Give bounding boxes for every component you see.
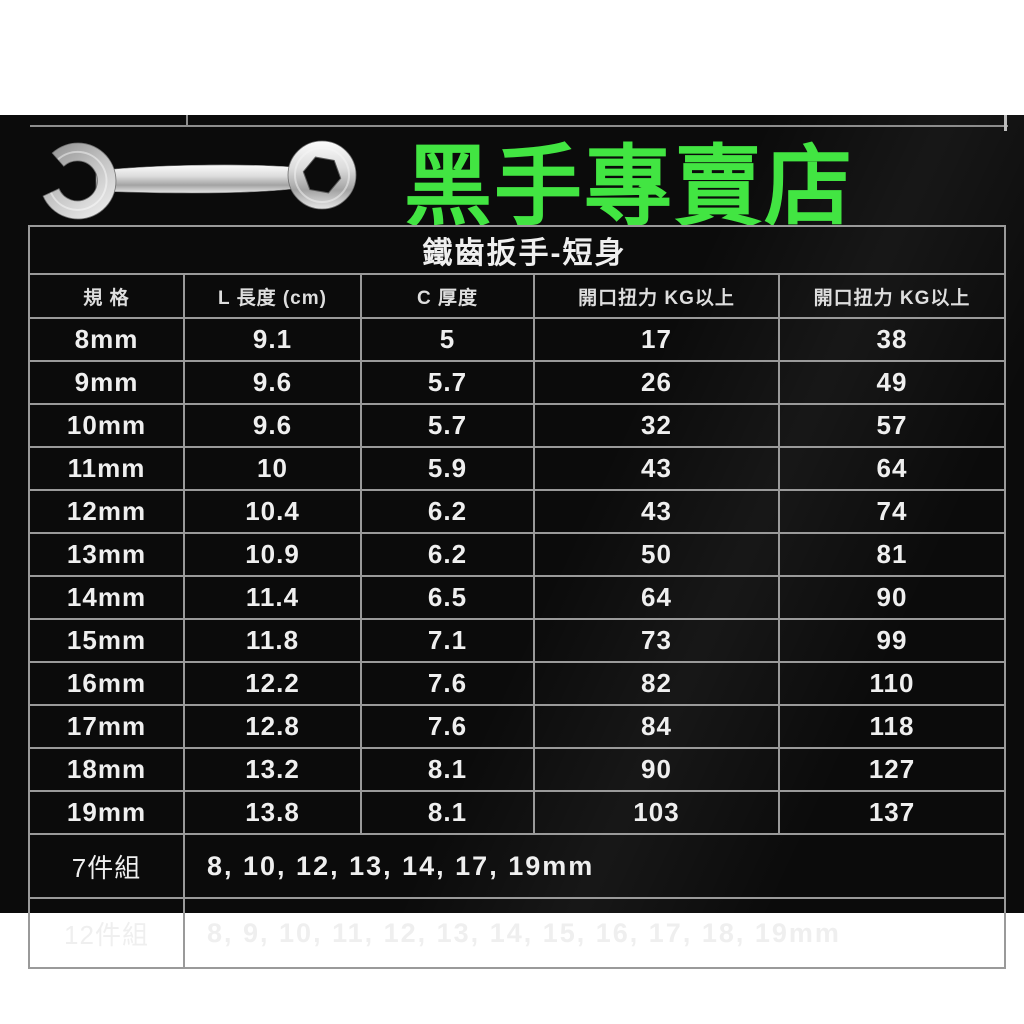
cell-size: 10mm (28, 403, 185, 448)
cell-length: 13.2 (183, 747, 362, 792)
cell-size: 19mm (28, 790, 185, 835)
header-torque-open: 開口扭力 KG以上 (533, 273, 780, 319)
cell-torque-open: 73 (533, 618, 780, 663)
cell-thickness: 6.2 (360, 532, 535, 577)
cell-thickness: 8.1 (360, 747, 535, 792)
spec-row: 12mm 10.4 6.2 43 74 (28, 489, 1007, 534)
spec-row: 14mm 11.4 6.5 64 90 (28, 575, 1007, 620)
cell-size: 16mm (28, 661, 185, 706)
cell-length: 10 (183, 446, 362, 491)
cell-torque-ring: 64 (777, 446, 1007, 491)
cell-size: 15mm (28, 618, 185, 663)
spec-row: 13mm 10.9 6.2 50 81 (28, 532, 1007, 577)
header-row: 規 格 L 長度 (cm) C 厚度 開口扭力 KG以上 開口扭力 KG以上 (28, 273, 1007, 319)
cell-size: 13mm (28, 532, 185, 577)
cell-torque-open: 26 (533, 360, 780, 405)
cell-size: 12mm (28, 489, 185, 534)
cell-torque-ring: 110 (777, 661, 1007, 706)
set-contents: 8, 10, 12, 13, 14, 17, 19mm (182, 833, 1007, 899)
cell-length: 11.8 (183, 618, 362, 663)
cropped-table-border-line (30, 125, 1008, 127)
cell-torque-open: 32 (533, 403, 780, 448)
cell-torque-ring: 127 (777, 747, 1007, 792)
cell-torque-open: 64 (533, 575, 780, 620)
header-thickness: C 厚度 (360, 273, 535, 319)
header-length: L 長度 (cm) (183, 273, 362, 319)
cell-torque-ring: 137 (777, 790, 1007, 835)
cell-size: 17mm (28, 704, 185, 749)
wrench-image (42, 140, 357, 220)
cell-torque-open: 50 (533, 532, 780, 577)
spec-row: 8mm 9.1 5 17 38 (28, 317, 1007, 362)
cell-torque-ring: 90 (777, 575, 1007, 620)
cropped-table-right-border (1004, 115, 1007, 131)
store-banner-text: 黑手專賣店 (404, 137, 855, 236)
cell-length: 12.2 (183, 661, 362, 706)
cell-torque-open: 90 (533, 747, 780, 792)
cell-thickness: 7.1 (360, 618, 535, 663)
spec-row: 16mm 12.2 7.6 82 110 (28, 661, 1007, 706)
cell-length: 10.4 (183, 489, 362, 534)
cell-size: 18mm (28, 747, 185, 792)
table-title: 鐵齒扳手-短身 (27, 225, 1007, 275)
cell-thickness: 6.2 (360, 489, 535, 534)
cell-torque-ring: 49 (777, 360, 1007, 405)
set-contents: 8, 9, 10, 11, 12, 13, 14, 15, 16, 17, 18… (182, 897, 1007, 969)
cell-torque-open: 43 (533, 446, 780, 491)
spec-row: 9mm 9.6 5.7 26 49 (28, 360, 1007, 405)
set-row-7pc: 7件組 8, 10, 12, 13, 14, 17, 19mm (28, 833, 1007, 899)
cropped-table-divider (186, 115, 188, 127)
cell-length: 9.1 (183, 317, 362, 362)
spec-row: 18mm 13.2 8.1 90 127 (28, 747, 1007, 792)
cell-length: 11.4 (183, 575, 362, 620)
spec-table: 鐵齒扳手-短身 規 格 L 長度 (cm) C 厚度 開口扭力 KG以上 開口扭… (27, 225, 1007, 969)
cell-thickness: 5.7 (360, 403, 535, 448)
cell-length: 9.6 (183, 360, 362, 405)
spec-row: 19mm 13.8 8.1 103 137 (28, 790, 1007, 835)
cell-size: 11mm (28, 446, 185, 491)
cell-size: 8mm (28, 317, 185, 362)
cell-torque-ring: 38 (777, 317, 1007, 362)
cell-torque-open: 43 (533, 489, 780, 534)
cell-size: 14mm (28, 575, 185, 620)
cell-thickness: 8.1 (360, 790, 535, 835)
cell-length: 9.6 (183, 403, 362, 448)
cell-torque-ring: 99 (777, 618, 1007, 663)
cell-torque-ring: 74 (777, 489, 1007, 534)
cell-thickness: 5.7 (360, 360, 535, 405)
set-row-12pc: 12件組 8, 9, 10, 11, 12, 13, 14, 15, 16, 1… (28, 897, 1007, 969)
cell-thickness: 7.6 (360, 704, 535, 749)
cell-torque-ring: 81 (777, 532, 1007, 577)
cell-length: 13.8 (183, 790, 362, 835)
cell-thickness: 7.6 (360, 661, 535, 706)
spec-row: 17mm 12.8 7.6 84 118 (28, 704, 1007, 749)
cell-length: 12.8 (183, 704, 362, 749)
set-label: 12件組 (28, 897, 185, 969)
set-label: 7件組 (28, 833, 185, 899)
cell-length: 10.9 (183, 532, 362, 577)
spec-row: 10mm 9.6 5.7 32 57 (28, 403, 1007, 448)
cell-thickness: 6.5 (360, 575, 535, 620)
cell-torque-ring: 57 (777, 403, 1007, 448)
header-size: 規 格 (28, 273, 185, 319)
cell-torque-open: 84 (533, 704, 780, 749)
cell-thickness: 5 (360, 317, 535, 362)
cell-torque-ring: 118 (777, 704, 1007, 749)
spec-row: 11mm 10 5.9 43 64 (28, 446, 1007, 491)
cell-thickness: 5.9 (360, 446, 535, 491)
product-photo-panel: 黑手專賣店 鐵齒扳手-短身 規 格 L 長度 (cm) C 厚度 開口扭力 KG… (0, 115, 1024, 969)
cell-torque-open: 103 (533, 790, 780, 835)
spec-row: 15mm 11.8 7.1 73 99 (28, 618, 1007, 663)
header-torque-ring: 開口扭力 KG以上 (777, 273, 1007, 319)
cell-size: 9mm (28, 360, 185, 405)
cell-torque-open: 82 (533, 661, 780, 706)
cell-torque-open: 17 (533, 317, 780, 362)
table-title-row: 鐵齒扳手-短身 (27, 225, 1007, 275)
